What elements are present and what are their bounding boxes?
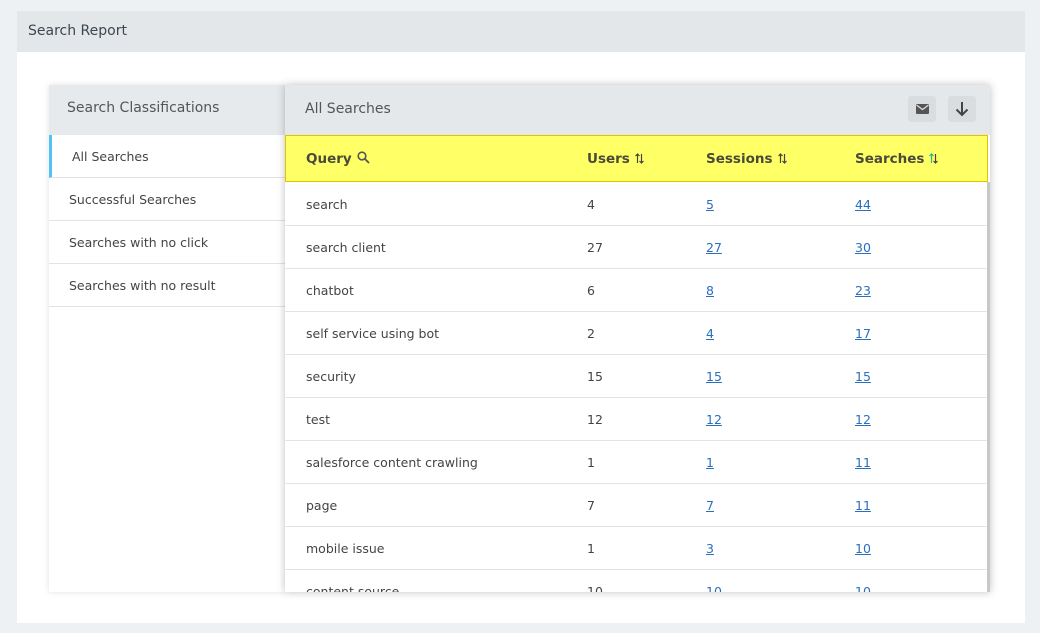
column-label: Users [587, 151, 630, 167]
results-panel: All Searches Query Users Sessions Searches … [285, 85, 990, 592]
table-cell: mobile issue [306, 541, 385, 556]
sidebar-title: Search Classifications [49, 85, 285, 135]
column-header[interactable]: Searches [855, 151, 939, 167]
table-row: chatbot 6 8 23 [285, 269, 987, 312]
count-link[interactable]: 23 [855, 283, 871, 298]
table-cell: 1 [587, 541, 595, 556]
table-row: security 15 15 15 [285, 355, 987, 398]
download-icon [955, 102, 969, 117]
panel-title: All Searches [305, 101, 391, 117]
table-cell: 10 [587, 584, 603, 592]
count-link[interactable]: 15 [855, 369, 871, 384]
count-link[interactable]: 7 [706, 498, 714, 513]
count-link[interactable]: 8 [706, 283, 714, 298]
count-link[interactable]: 12 [706, 412, 722, 427]
email-icon [916, 104, 929, 114]
table-cell: search client [306, 240, 386, 255]
sort-icon [929, 153, 939, 164]
search-icon [357, 151, 370, 164]
panel-header: All Searches [285, 85, 990, 135]
column-header[interactable]: Query [306, 151, 370, 167]
table-cell: 1 [587, 455, 595, 470]
count-link[interactable]: 1 [706, 455, 714, 470]
table-cell: search [306, 197, 348, 212]
sidebar-item[interactable]: Searches with no click [49, 221, 285, 264]
page-title: Search Report [28, 23, 127, 39]
table-cell: 7 [587, 498, 595, 513]
table-cell: page [306, 498, 338, 513]
sidebar-item[interactable]: Successful Searches [49, 178, 285, 221]
table-cell: 27 [587, 240, 603, 255]
count-link[interactable]: 11 [855, 455, 871, 470]
top-bar: Search Report [17, 11, 1025, 52]
sort-icon [777, 153, 787, 164]
column-label: Query [306, 151, 352, 167]
table-cell: security [306, 369, 356, 384]
count-link[interactable]: 10 [706, 584, 722, 592]
sidebar: Search Classifications All Searches Succe… [49, 85, 285, 592]
column-header[interactable]: Sessions [706, 151, 787, 167]
count-link[interactable]: 3 [706, 541, 714, 556]
table-cell: self service using bot [306, 326, 440, 341]
table-cell: 2 [587, 326, 595, 341]
count-link[interactable]: 15 [706, 369, 722, 384]
column-label: Sessions [706, 151, 773, 167]
count-link[interactable]: 11 [855, 498, 871, 513]
table-cell: 12 [587, 412, 603, 427]
scrollbar[interactable] [987, 182, 990, 592]
table-row: search client 27 27 30 [285, 226, 987, 269]
table-header: Query Users Sessions Searches [285, 135, 988, 182]
count-link[interactable]: 30 [855, 240, 871, 255]
count-link[interactable]: 27 [706, 240, 722, 255]
table-cell: content source [306, 584, 400, 592]
count-link[interactable]: 10 [855, 584, 871, 592]
count-link[interactable]: 5 [706, 197, 714, 212]
column-header[interactable]: Users [587, 151, 644, 167]
sidebar-item[interactable]: All Searches [49, 135, 285, 178]
count-link[interactable]: 10 [855, 541, 871, 556]
count-link[interactable]: 17 [855, 326, 871, 341]
table-row: mobile issue 1 3 10 [285, 527, 987, 570]
table-row: salesforce content crawling 1 1 11 [285, 441, 987, 484]
table-cell: test [306, 412, 331, 427]
table-row: content source 10 10 10 [285, 570, 987, 592]
table-row: search 4 5 44 [285, 183, 987, 226]
table-cell: 15 [587, 369, 603, 384]
table-row: page 7 7 11 [285, 484, 987, 527]
count-link[interactable]: 4 [706, 326, 714, 341]
sidebar-item[interactable]: Searches with no result [49, 264, 285, 307]
table-row: self service using bot 2 4 17 [285, 312, 987, 355]
count-link[interactable]: 12 [855, 412, 871, 427]
table-row: test 12 12 12 [285, 398, 987, 441]
table-cell: salesforce content crawling [306, 455, 478, 470]
download-button[interactable] [948, 96, 976, 122]
table-cell: 6 [587, 283, 595, 298]
email-button[interactable] [908, 96, 936, 122]
count-link[interactable]: 44 [855, 197, 871, 212]
sort-icon [634, 153, 644, 164]
table-cell: chatbot [306, 283, 354, 298]
column-label: Searches [855, 151, 925, 167]
table-cell: 4 [587, 197, 595, 212]
